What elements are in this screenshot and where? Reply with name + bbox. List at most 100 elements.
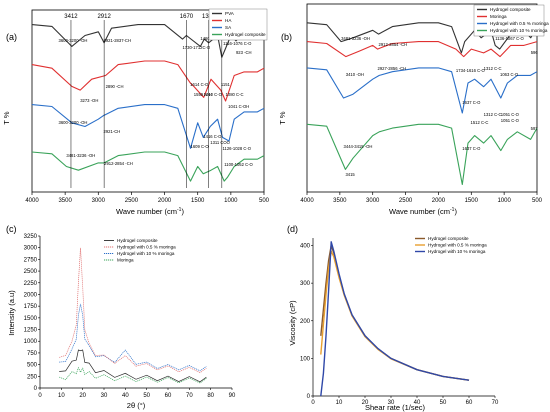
xtick-label: 10 <box>336 400 343 406</box>
panel-d-legend: Hydrogel composite Hydrogel with 0.5 % mo… <box>415 236 487 254</box>
peak-annotation: 3444-3415 -OH <box>344 144 373 149</box>
panel-b-legend: Hydrogel composite Moringa Hydrogel with 0… <box>473 4 549 37</box>
ytick-label: 750 <box>27 351 38 357</box>
peak-annotation: 1041 C-OH <box>228 104 249 109</box>
legend-label: Hydrogel composite <box>490 7 531 12</box>
panel-b-xlabel: Wave number (cm-1) <box>389 207 457 216</box>
xtick-label: 30 <box>388 400 395 406</box>
ytick-label: 1000 <box>24 339 38 345</box>
peak-annotation: 1416 C-O <box>203 134 222 139</box>
panel-c-series <box>59 247 207 384</box>
xtick-label: 0 <box>38 393 42 399</box>
xtick-label: 3000 <box>366 198 380 204</box>
peak-annotation: 1559 N-H <box>194 92 212 97</box>
series-line-1 <box>31 60 265 102</box>
peak-annotation: 1512 C-C <box>470 120 488 125</box>
panel-a-legend: PVA HA SA Hydrogel composite <box>208 8 268 41</box>
xtick-label: 4000 <box>300 198 314 204</box>
peak-annotation: 923 -CH <box>236 50 252 55</box>
panel-d-letter: (d) <box>287 224 298 234</box>
peak-annotation: 1312 C-C <box>484 112 502 117</box>
peak-annotation: 1080 C-C <box>226 92 244 97</box>
panel-c-ticks: 3250300027502500225020001750150012501000… <box>24 234 236 399</box>
panel-a-annotations: 3600-3200 -OH2921-2837-CH1730-1712C-O146… <box>59 36 254 167</box>
xtick-label: 50 <box>143 393 150 399</box>
xtick-label: 4000 <box>25 198 39 204</box>
xtick-label: 70 <box>492 400 499 406</box>
legend-label: Hydrogel with 10 % moringa <box>428 249 486 254</box>
panel-b: (b) T % 4000 3500 3000 2500 2000 1500 1000 500 … <box>278 3 549 216</box>
ytick-label: 300 <box>300 281 311 287</box>
xtick-label: 2000 <box>158 198 172 204</box>
legend-label: SA <box>225 25 232 30</box>
panel-b-letter: (b) <box>281 32 292 42</box>
xtick-label: 10 <box>58 393 65 399</box>
ytick-label: 250 <box>27 374 38 380</box>
series-line-2 <box>31 104 265 149</box>
ytick-label: 1750 <box>24 304 38 310</box>
panel-a-frame <box>31 9 265 193</box>
series-line-2 <box>320 241 470 397</box>
ytick-label: 3000 <box>24 246 38 252</box>
ytick-label: 1500 <box>24 316 38 322</box>
peak-marker-label: 1670 <box>180 14 194 20</box>
peak-annotation: 3481-3236 -OH <box>66 153 95 158</box>
xtick-label: 70 <box>186 393 193 399</box>
legend-label: HA <box>225 18 232 23</box>
peak-marker-label: 2912 <box>97 14 111 20</box>
panel-d-series <box>320 241 470 397</box>
xtick-label: 40 <box>122 393 129 399</box>
series-line-0 <box>59 349 207 383</box>
xtick-label: 30 <box>101 393 108 399</box>
panel-b-ylabel: T % <box>278 111 287 125</box>
legend-label: Hydrogel composite <box>428 236 469 241</box>
peak-annotation: 1136-1067 C-O <box>495 36 524 41</box>
ytick-label: 500 <box>27 363 38 369</box>
peak-annotation: 3415 <box>345 172 355 177</box>
legend-label: PVA <box>225 11 235 16</box>
peak-annotation: 3481-3236 -OH <box>341 36 370 41</box>
panel-a: (a) T % 4000 3500 3000 2500 2000 1500 1000 500 … <box>2 8 270 216</box>
xtick-label: 2500 <box>399 198 413 204</box>
xtick-label: 50 <box>440 400 447 406</box>
xtick-label: 40 <box>414 400 421 406</box>
legend-label: Hydrogel composite <box>225 32 266 37</box>
xtick-label: 60 <box>466 400 473 406</box>
legend-label: Hydrogel with 0.5 % moringa <box>428 243 487 248</box>
panel-a-letter: (a) <box>6 32 17 42</box>
peak-annotation: 1410 C-O <box>204 92 223 97</box>
series-line-0 <box>306 22 538 54</box>
peak-annotation: 596 <box>531 50 539 55</box>
xtick-label: 0 <box>311 400 315 406</box>
xtick-label: 1000 <box>224 198 238 204</box>
panel-d-ticks: 0 100 200 300 400 0 10 20 30 40 50 60 70 <box>300 244 499 406</box>
series-line-2 <box>306 67 538 114</box>
peak-annotation: 2921-2837-CH <box>104 38 131 43</box>
ytick-label: 0 <box>34 386 38 392</box>
peak-annotation: 597 <box>531 126 539 131</box>
panel-c: (c) Intensity (a.u) 32503000275025002250… <box>6 224 236 410</box>
peak-annotation: 1051 C-O <box>501 118 520 123</box>
peak-annotation: 1116-1076 C-O <box>223 41 252 46</box>
panel-c-xlabel: 2θ (°) <box>127 401 146 410</box>
peak-annotation: 3410 -OH <box>346 72 364 77</box>
panel-b-xticks: 4000 3500 3000 2500 2000 1500 1000 500 <box>300 192 543 204</box>
peak-annotation: 1126-1028 C-O <box>223 146 252 151</box>
legend-label: Hydrogel with 0.5 % moringa <box>490 21 549 26</box>
panel-b-frame <box>306 3 538 193</box>
panel-d-ylabel: Viscosity (cP) <box>288 300 297 346</box>
ytick-label: 2250 <box>24 281 38 287</box>
ytick-label: 400 <box>300 244 311 250</box>
series-line-1 <box>59 247 207 374</box>
legend-label: Moringa <box>117 258 134 263</box>
panel-a-ylabel: T % <box>2 111 11 125</box>
panel-a-xlabel: Wave number (cm-1) <box>116 207 184 216</box>
xtick-label: 500 <box>259 198 270 204</box>
legend-label: Hydrogel with 10 % moringa <box>490 28 548 33</box>
xtick-label: 2000 <box>432 198 446 204</box>
xtick-label: 60 <box>165 393 172 399</box>
series-line-2 <box>59 303 207 372</box>
xtick-label: 1000 <box>497 198 511 204</box>
xtick-label: 20 <box>79 393 86 399</box>
ytick-label: 200 <box>300 319 311 325</box>
